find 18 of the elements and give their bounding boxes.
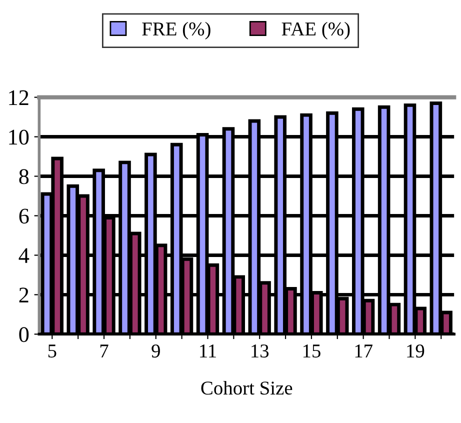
x-tick-label: 9 xyxy=(152,344,160,358)
legend-label: FAE (%) xyxy=(282,22,350,40)
y-tick-label: 8 xyxy=(19,169,29,184)
x-tick-label: 7 xyxy=(100,344,108,358)
y-tick-label: 6 xyxy=(19,208,29,224)
x-tick-label: 15 xyxy=(303,344,320,358)
legend-label: FRE (%) xyxy=(142,22,210,40)
y-tick-label: 12 xyxy=(9,90,28,105)
x-tick-label: 13 xyxy=(252,344,269,358)
x-tick-label: 17 xyxy=(355,344,372,358)
x-axis-title: Cohort Size xyxy=(201,380,292,395)
x-tick-label: 5 xyxy=(48,344,56,358)
y-tick-label: 10 xyxy=(9,130,29,145)
y-tick-label: 2 xyxy=(19,288,28,302)
y-tick-label: 0 xyxy=(19,327,29,342)
x-tick-label: 11 xyxy=(200,344,216,358)
y-tick-label: 4 xyxy=(18,248,30,263)
x-tick-label: 19 xyxy=(407,344,424,358)
